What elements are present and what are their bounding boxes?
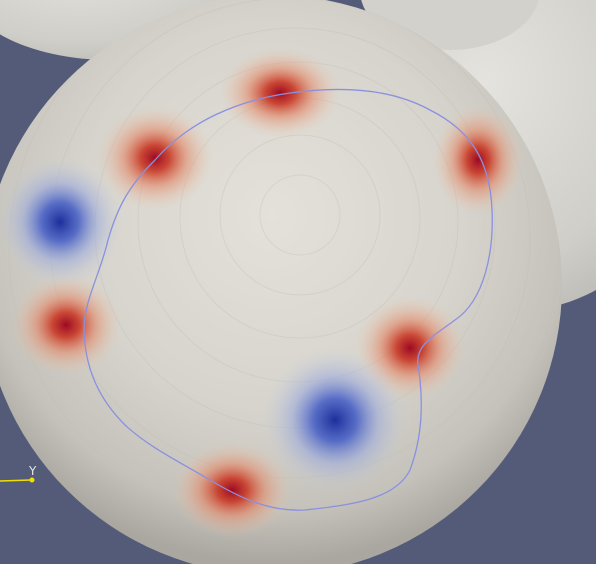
hot-spot-bottom [172, 442, 292, 538]
contour-line [83, 88, 493, 511]
orientation-axes-widget [0, 477, 35, 483]
hot-spot-top [220, 48, 340, 138]
hot-spot-upper-right [433, 105, 523, 215]
main-sphere [0, 0, 562, 564]
cold-spot-left [0, 157, 122, 287]
cold-spot-bottom [263, 348, 407, 492]
axis-y-label: Y [29, 464, 37, 478]
hot-spot-left [11, 275, 121, 375]
hot-spot-upper-left [97, 106, 213, 210]
